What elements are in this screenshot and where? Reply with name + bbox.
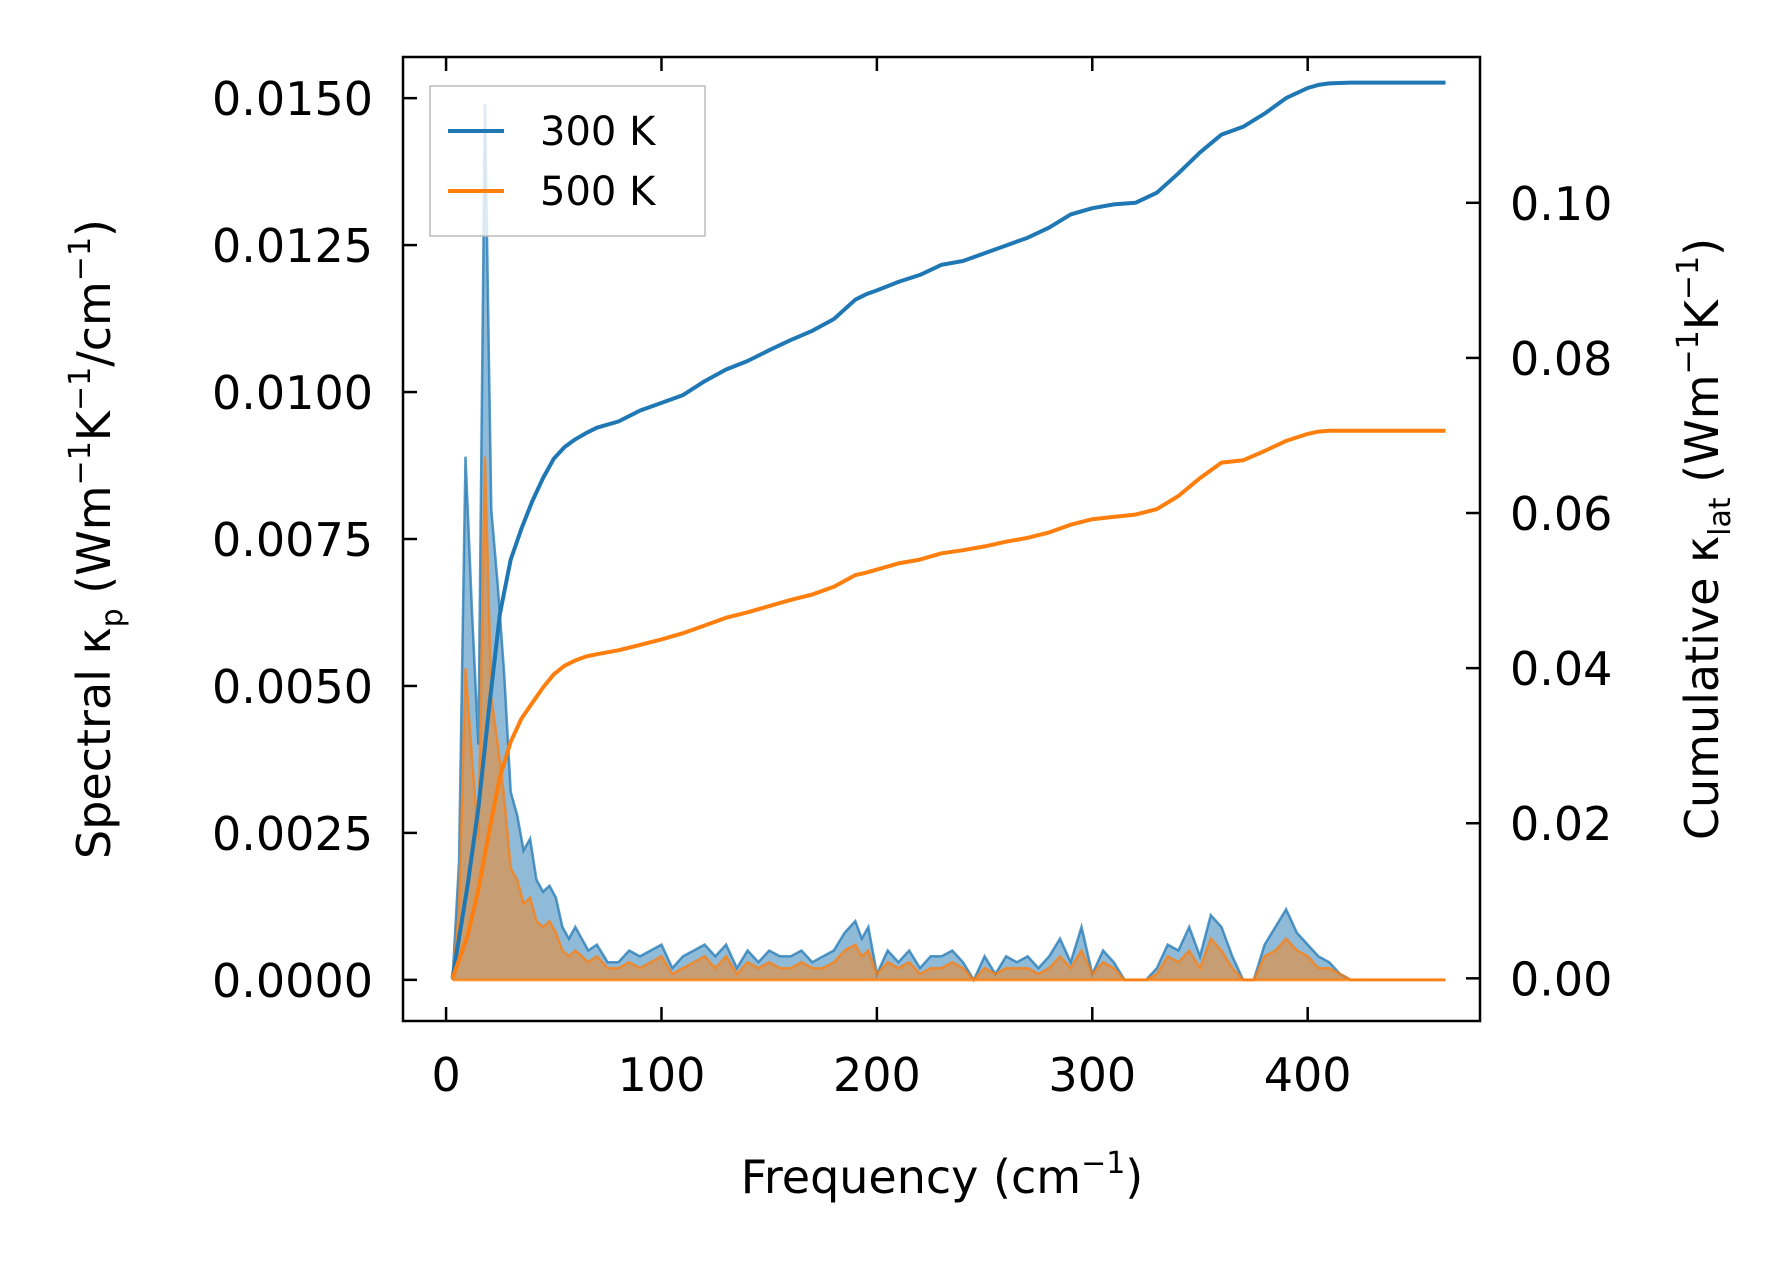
legend-label-300k: 300 K: [540, 109, 657, 155]
spectral-fill-500k: [452, 456, 1446, 980]
x-tick-label-300: 300: [1048, 1048, 1136, 1102]
x-axis-label: Frequency (cm−1): [741, 1146, 1144, 1204]
y-left-tick-label-4: 0.0100: [212, 366, 373, 420]
legend: 300 K 500 K: [429, 85, 706, 237]
line-layer: [450, 80, 1446, 983]
y-right-tick-label-4: 0.08: [1510, 332, 1612, 386]
y-left-tick-label-0: 0.0000: [212, 954, 373, 1008]
x-tick-label-100: 100: [618, 1048, 706, 1102]
y-right-tick-label-3: 0.06: [1510, 487, 1612, 541]
y-right-tick-label-5: 0.10: [1510, 177, 1612, 231]
y-right-tick-label-2: 0.04: [1510, 642, 1612, 696]
y-left-tick-label-1: 0.0025: [212, 807, 373, 861]
cumulative-line-300k: [450, 80, 1446, 979]
spectral-line-500k: [451, 456, 1446, 982]
tick-layer: 0 100 200 300 400 0.0000 0.0025 0.0050 0.0075 0.0…: [212, 57, 1612, 1102]
x-tick-label-0: 0: [431, 1048, 460, 1102]
x-tick-label-400: 400: [1264, 1048, 1352, 1102]
cumulative-line-500k: [450, 428, 1446, 979]
legend-label-500k: 500 K: [540, 169, 657, 215]
y-left-tick-label-3: 0.0075: [212, 513, 373, 567]
y-right-tick-label-1: 0.02: [1510, 797, 1612, 851]
y-left-tick-label-6: 0.0150: [212, 72, 373, 126]
x-tick-label-200: 200: [833, 1048, 921, 1102]
y-left-tick-label-5: 0.0125: [212, 219, 373, 273]
y-right-tick-label-0: 0.00: [1510, 952, 1612, 1006]
y-axis-right-label: Cumulative κlat (Wm−1K−1): [1671, 238, 1738, 840]
y-left-tick-label-2: 0.0050: [212, 660, 373, 714]
y-axis-left-label: Spectral κp (Wm−1K−1/cm−1): [63, 219, 130, 859]
legend-box: [429, 85, 706, 237]
